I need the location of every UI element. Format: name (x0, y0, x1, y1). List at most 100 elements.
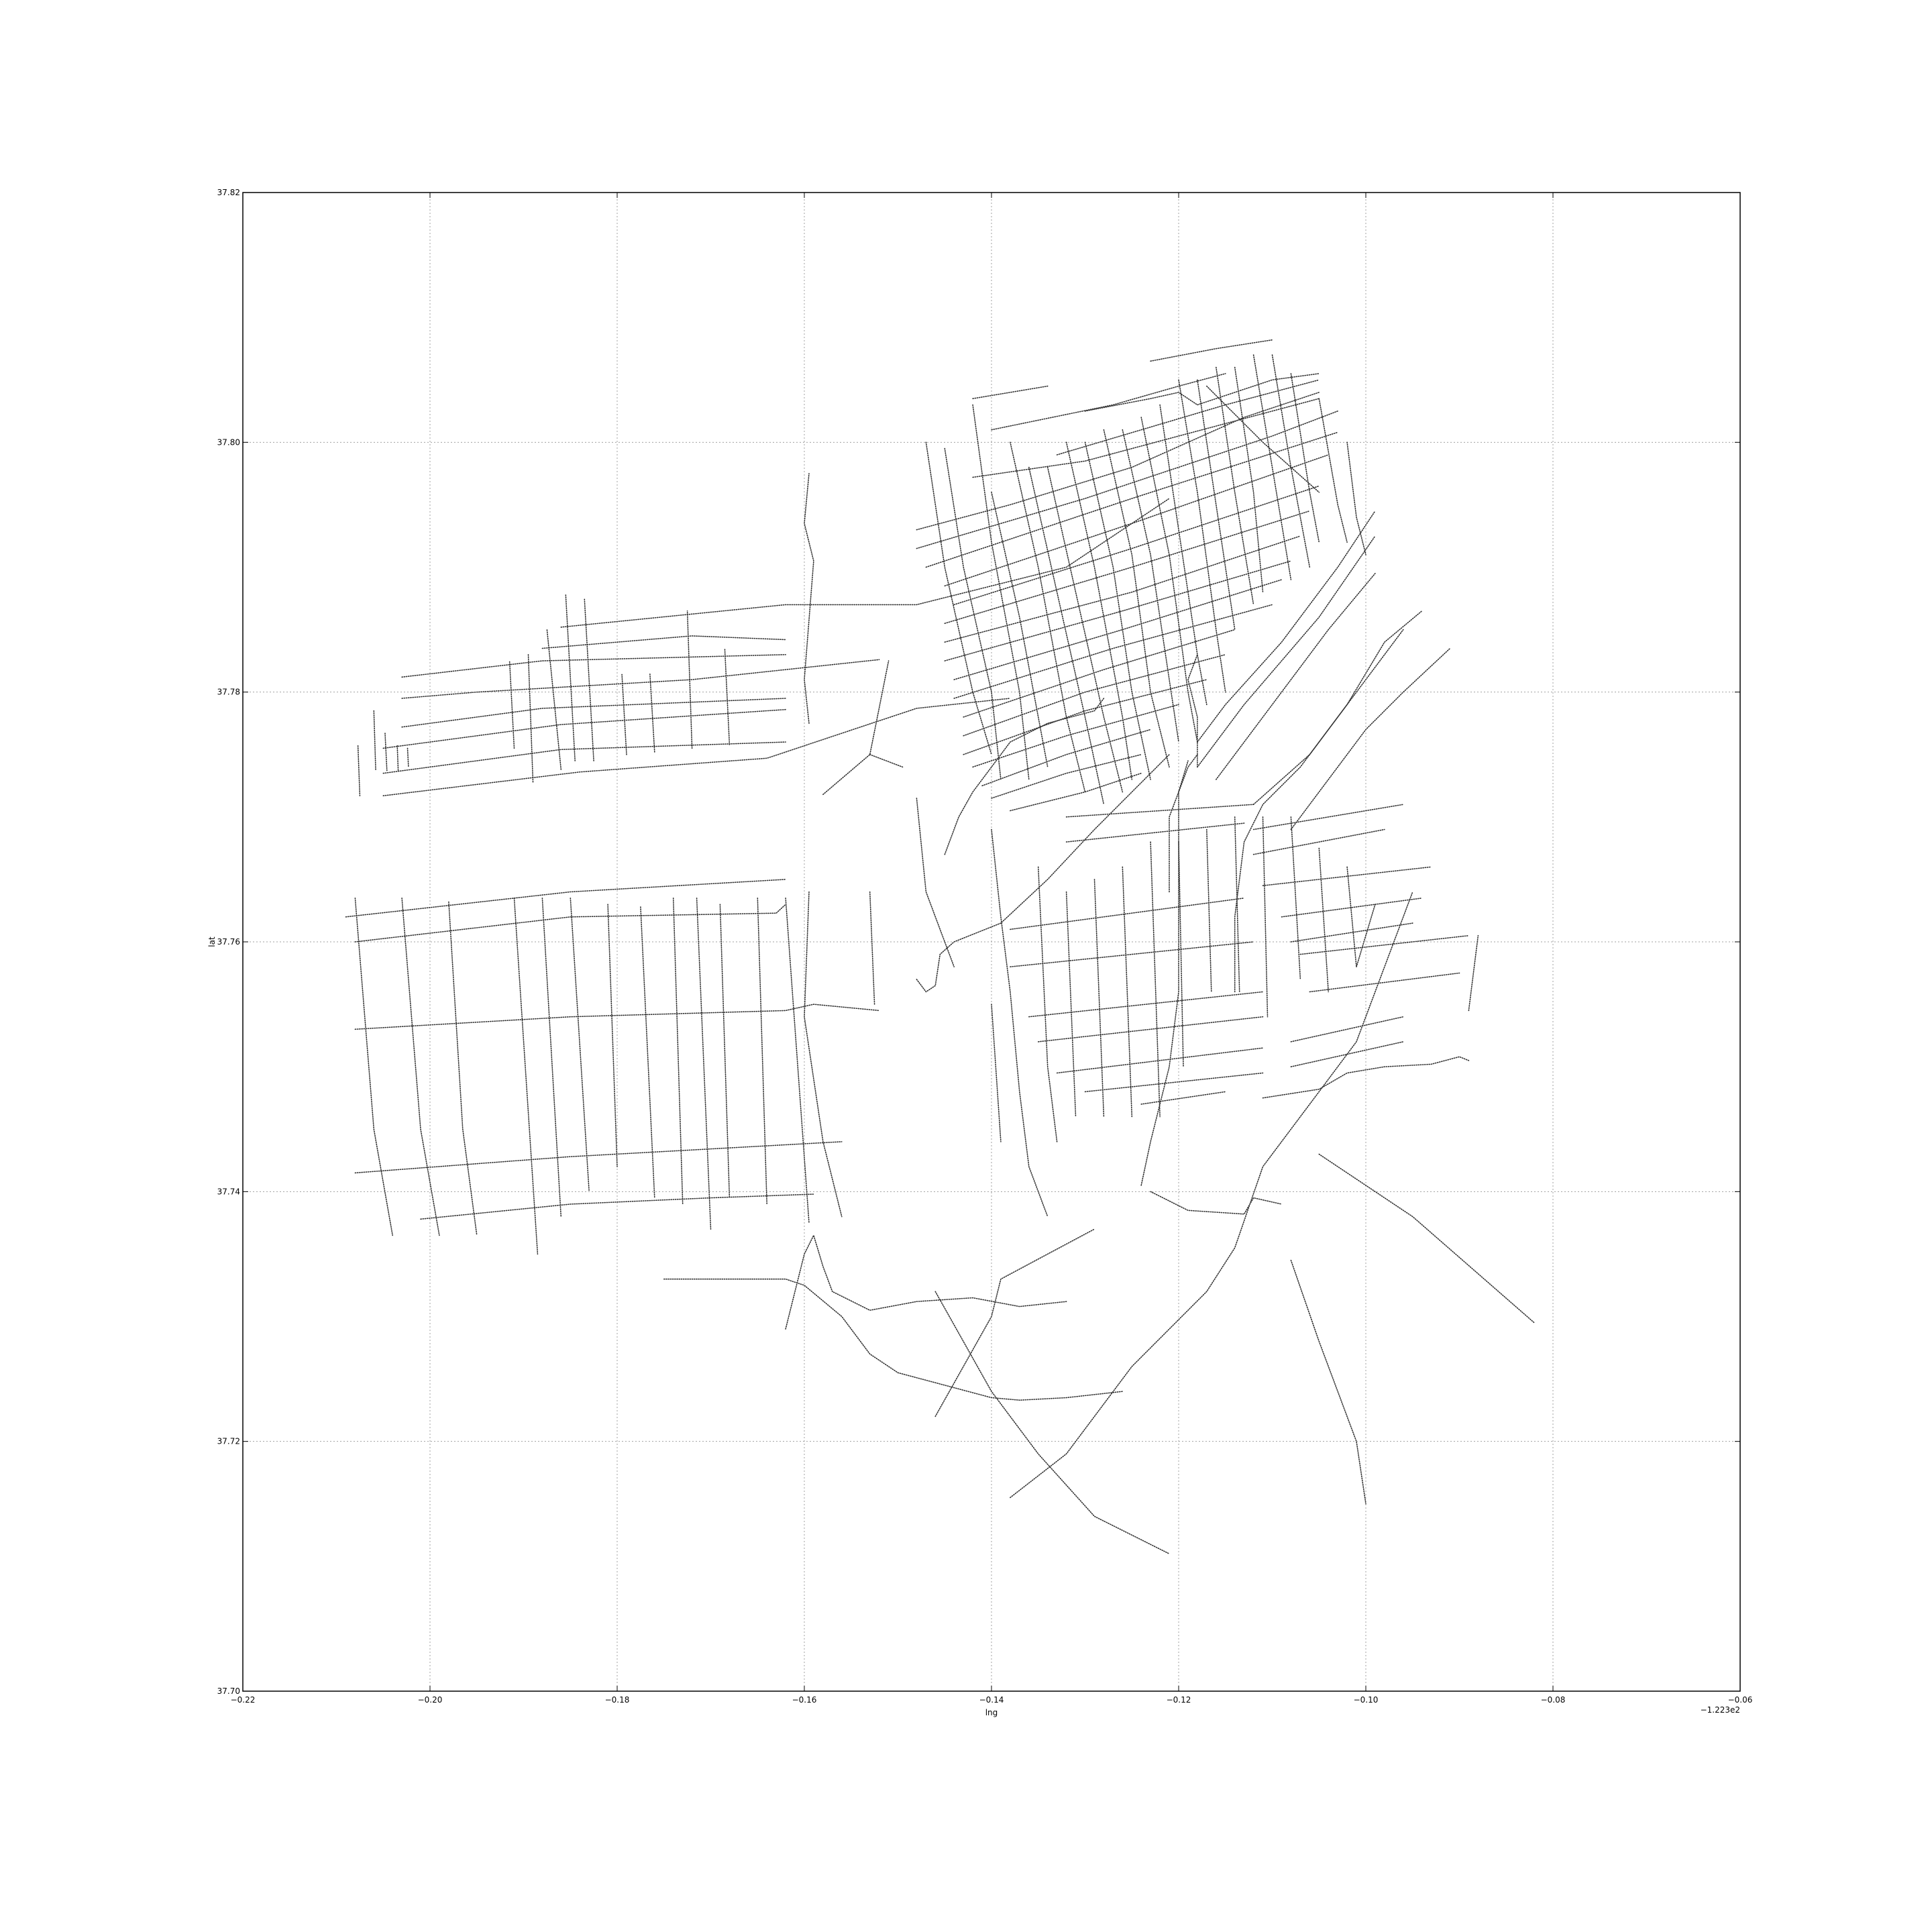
gps-track-7 (382, 741, 786, 774)
gps-track-12 (560, 498, 1170, 628)
gps-track-102 (916, 411, 1338, 549)
gps-track-22 (724, 647, 731, 745)
gps-track-123 (1084, 373, 1320, 412)
gps-track-94 (1252, 610, 1423, 805)
gps-track-48 (1010, 891, 1413, 1499)
gps-track-91 (1318, 1153, 1535, 1324)
gps-track-143 (1290, 373, 1320, 543)
gps-track-60 (1150, 841, 1161, 1118)
x-axis-label: lng (985, 1708, 998, 1717)
gps-track-33 (696, 898, 712, 1230)
gps-track-90 (1290, 1259, 1366, 1505)
gps-track-140 (1234, 366, 1264, 593)
gps-track-38 (869, 891, 875, 1005)
grid-layer (243, 193, 1740, 1691)
gps-track-108 (944, 560, 1292, 661)
x-tick-label: −0.20 (418, 1695, 443, 1705)
gps-track-139 (1216, 366, 1254, 606)
gps-track-75 (1084, 1072, 1264, 1093)
gps-track-88 (1262, 1056, 1470, 1099)
gps-track-40 (354, 904, 786, 943)
gps-track-8 (382, 698, 1011, 796)
gps-track-51 (944, 698, 1105, 855)
gps-track-35 (757, 898, 767, 1205)
gps-track-63 (1234, 816, 1240, 993)
x-tick-label: −0.08 (1541, 1695, 1566, 1705)
gps-track-115 (981, 729, 1151, 787)
gps-track-5 (407, 747, 409, 768)
x-tick-label: −0.10 (1354, 1695, 1379, 1705)
x-tick-label: −0.22 (231, 1695, 256, 1705)
gps-track-129 (1028, 466, 1105, 805)
gps-track-37 (804, 891, 843, 1218)
gps-track-136 (1159, 404, 1208, 706)
gps-track-68 (1356, 904, 1376, 967)
gps-track-17 (565, 594, 576, 761)
gps-track-13 (541, 635, 786, 649)
gps-track-142 (1271, 354, 1311, 568)
gps-track-125 (944, 447, 1002, 780)
gps-track-18 (584, 598, 594, 761)
y-tick-label: 37.74 (217, 1187, 240, 1196)
gps-track-117 (1010, 772, 1142, 812)
gps-track-6 (382, 708, 786, 749)
gps-track-127 (991, 492, 1049, 768)
gps-track-21 (686, 610, 693, 749)
gps-track-134 (1122, 429, 1179, 743)
gps-track-80 (1252, 828, 1385, 855)
gps-track-19 (621, 672, 627, 755)
y-tick-label: 37.82 (217, 188, 240, 197)
gps-track-47 (785, 1234, 1067, 1330)
gps-track-111 (963, 629, 1236, 718)
gps-track-119 (991, 373, 1226, 431)
gps-track-71 (1010, 941, 1254, 967)
gps-track-89 (1150, 1191, 1283, 1215)
gps-track-41 (354, 1004, 880, 1030)
gps-track-138 (1197, 379, 1236, 631)
gps-track-45 (822, 660, 890, 796)
gps-track-121 (972, 385, 1049, 399)
x-tick-label: −0.12 (1167, 1695, 1191, 1705)
gps-track-46 (869, 754, 904, 768)
gps-track-99 (1169, 754, 1198, 893)
gps-track-126 (972, 404, 1030, 780)
gps-track-124 (925, 441, 992, 755)
x-tick-label: −0.14 (979, 1695, 1004, 1705)
gps-track-131 (1065, 441, 1133, 780)
gps-track-113 (963, 679, 1208, 755)
gps-track-11 (401, 654, 786, 678)
gps-track-32 (672, 898, 684, 1205)
gps-track-24 (354, 898, 393, 1236)
gps-track-50 (934, 1228, 1095, 1417)
gps-track-72 (1028, 991, 1264, 1018)
gps-track-61 (1178, 841, 1184, 1067)
gps-track-122 (1150, 339, 1273, 362)
gps-track-39 (345, 879, 786, 918)
gps-track-130 (1046, 466, 1124, 793)
gps-track-57 (1065, 891, 1077, 1118)
gps-track-10 (401, 659, 880, 699)
gps-track-67 (1346, 866, 1357, 967)
gps-track-43 (420, 1193, 814, 1220)
gps-track-73 (1037, 1016, 1264, 1042)
x-tick-label: −0.06 (1728, 1695, 1753, 1705)
gps-track-112 (963, 654, 1226, 737)
gps-track-133 (1103, 429, 1170, 768)
gps-track-53 (916, 798, 955, 967)
y-tick-label: 37.70 (217, 1686, 240, 1696)
gps-track-1 (357, 745, 361, 796)
data-layer (345, 339, 1535, 1554)
gps-track-120 (1056, 379, 1320, 455)
gps-track-28 (541, 898, 562, 1218)
gps-track-15 (527, 654, 534, 783)
gps-track-26 (448, 901, 478, 1236)
gps-track-25 (401, 898, 440, 1236)
gps-track-70 (1010, 898, 1245, 930)
gps-track-83 (1290, 922, 1413, 943)
gps-track-44 (663, 1278, 1124, 1401)
gps-track-98 (1140, 760, 1189, 1186)
gps-track-101 (916, 392, 1320, 531)
gps-track-16 (546, 629, 562, 770)
gps-track-23 (804, 473, 814, 724)
gps-track-145 (1346, 441, 1366, 555)
